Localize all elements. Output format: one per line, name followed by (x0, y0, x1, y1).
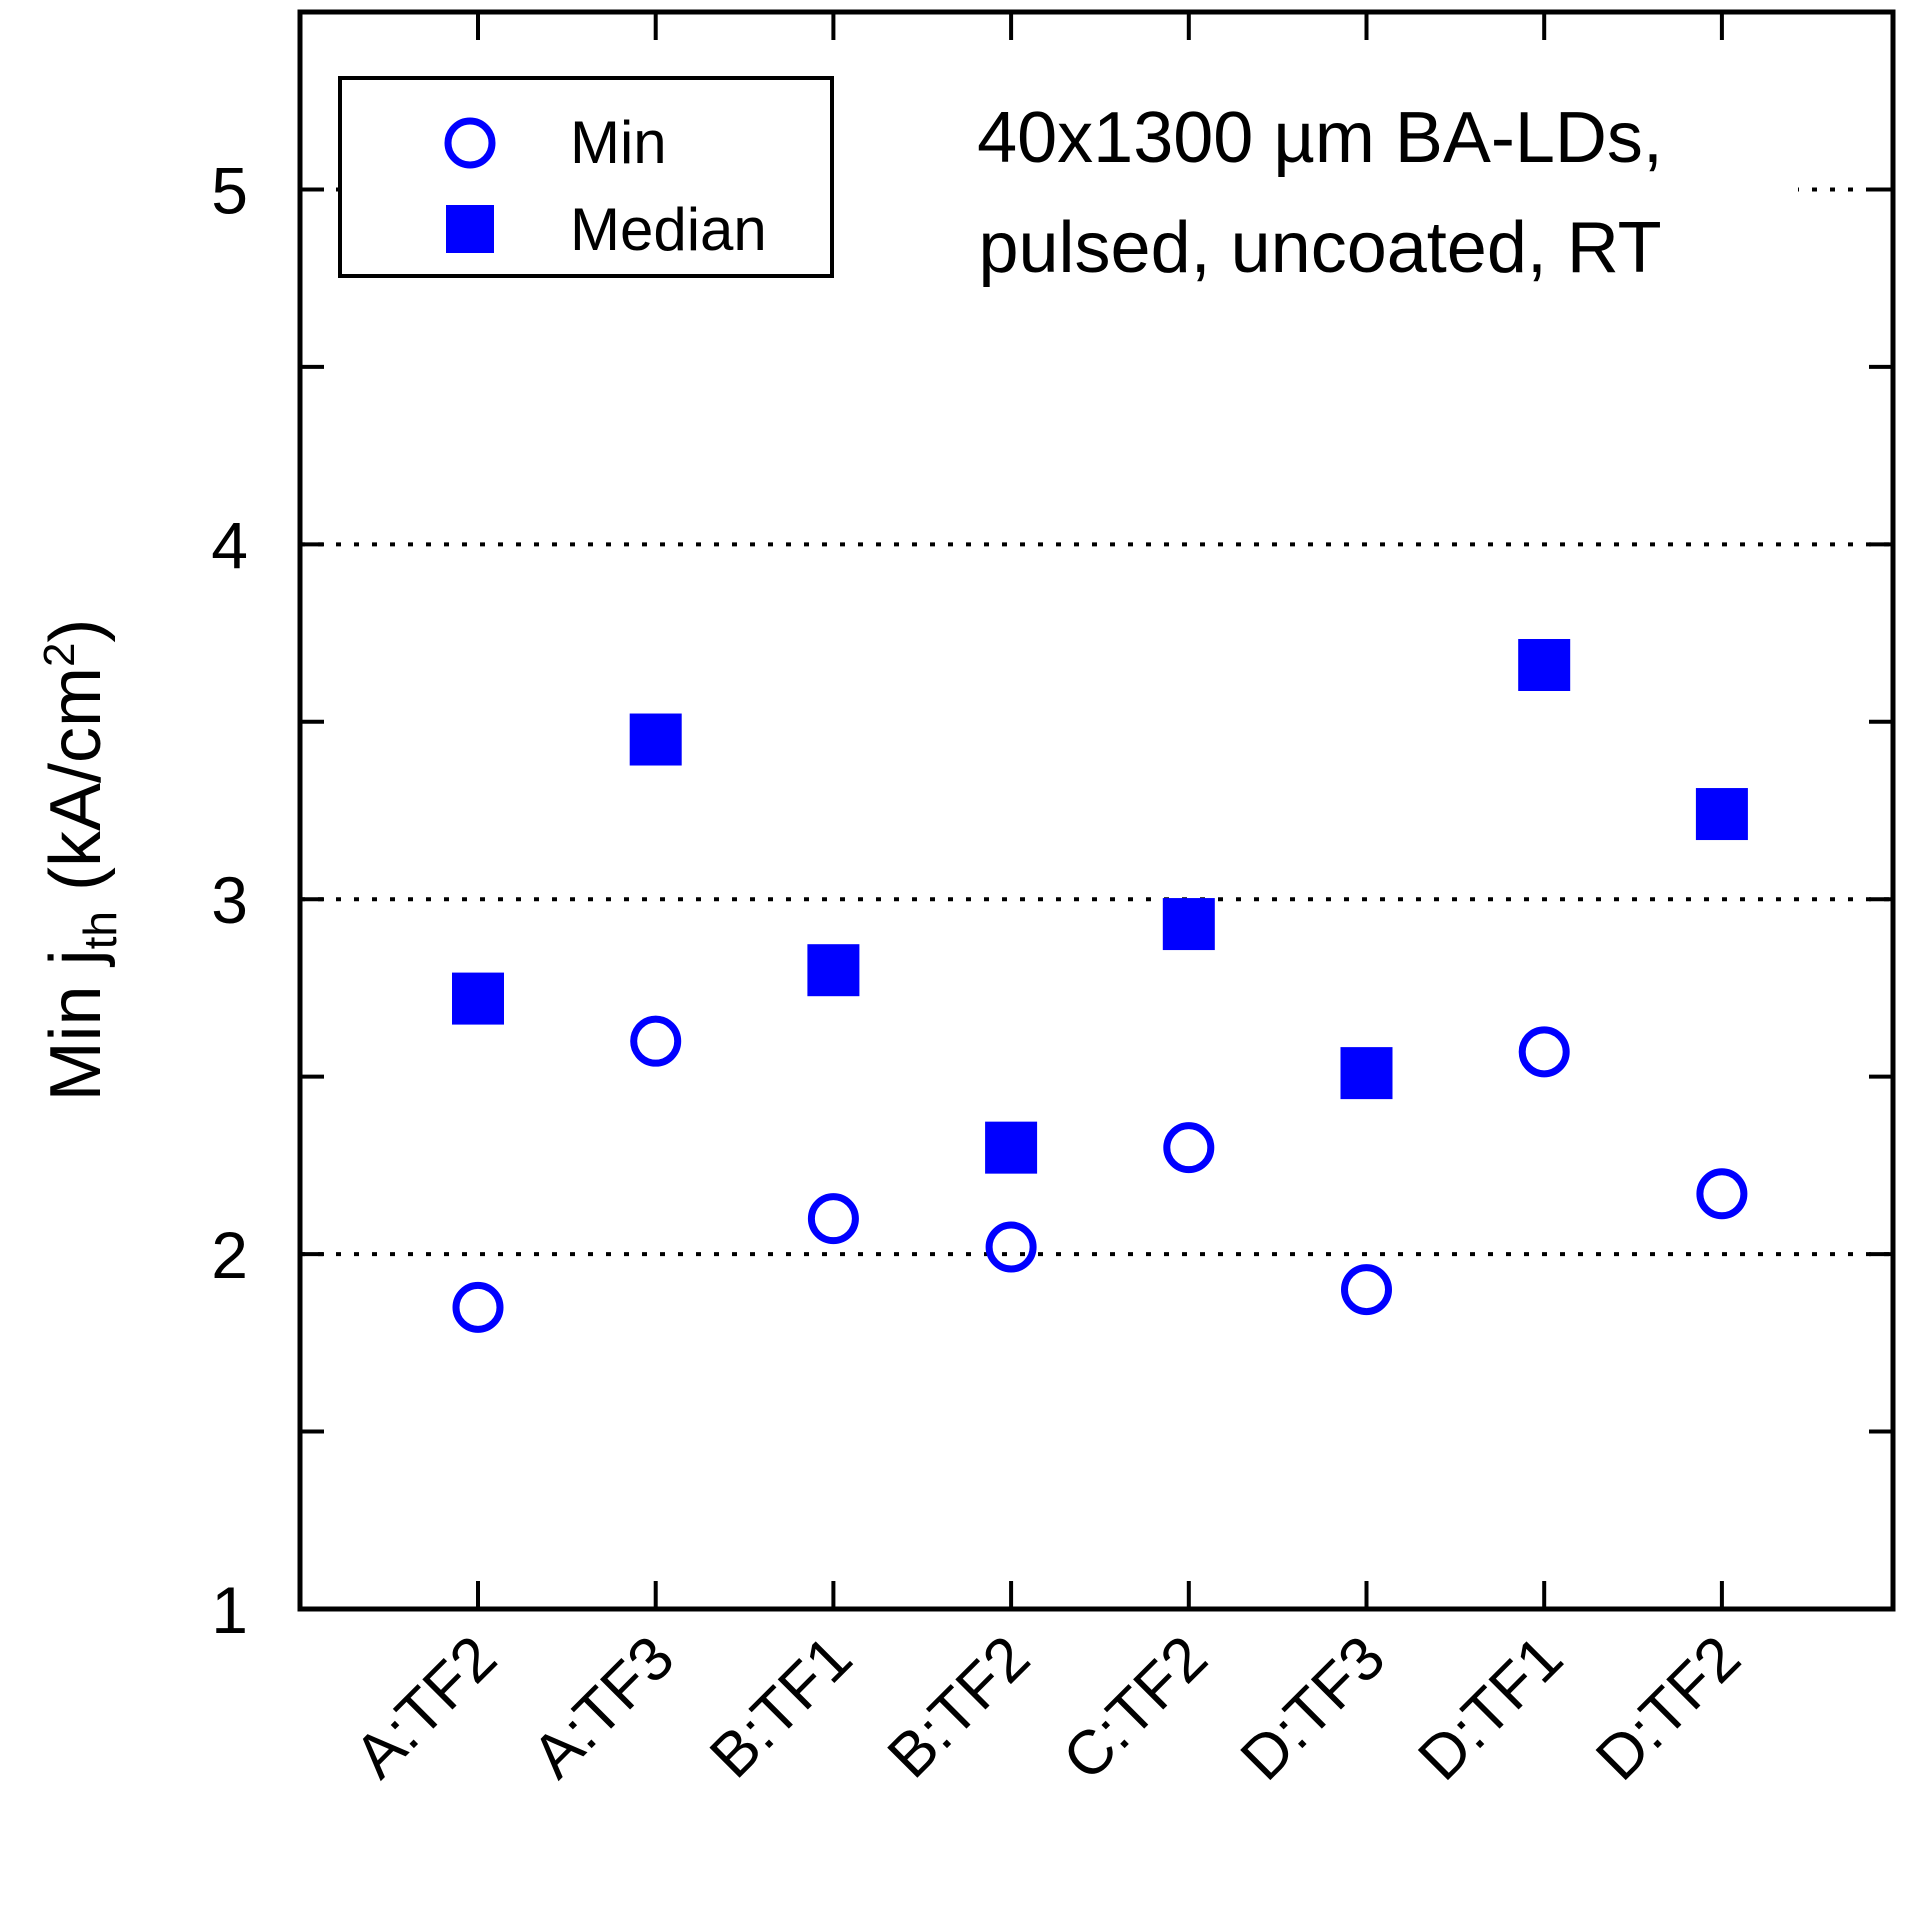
y-tick-labels: 1 2 3 4 5 (211, 153, 248, 1647)
axis-ticks (300, 10, 1893, 1611)
legend-median-marker (446, 205, 494, 253)
x-tick-label: B:TF2 (875, 1623, 1043, 1791)
plot-frame (297, 9, 1896, 1612)
min-point (1341, 1264, 1392, 1316)
y-tick-label: 5 (211, 153, 248, 227)
y-axis-label: Min jth (kA/cm2) (35, 619, 126, 1102)
y-axis-label-subscript: th (74, 911, 126, 949)
x-tick-label: D:TF2 (1583, 1623, 1754, 1794)
median-point (807, 944, 860, 997)
y-axis-label-superscript: 2 (35, 643, 84, 667)
x-tick-label: A:TF2 (342, 1623, 510, 1791)
median-point (1695, 788, 1748, 841)
y-axis-label-main: Min j (36, 949, 116, 1101)
median-point (1340, 1047, 1393, 1100)
y-axis-label-close: ) (36, 619, 116, 643)
legend-median-label: Median (570, 196, 767, 263)
y-axis-label-unit: (kA/cm (36, 667, 116, 911)
x-tick-label: A:TF3 (519, 1623, 687, 1791)
y-tick-label: 3 (211, 863, 248, 937)
annotation-line-2: pulsed, uncoated, RT (978, 208, 1661, 288)
min-point (452, 1281, 504, 1333)
x-tick-label: C:TF2 (1050, 1623, 1221, 1794)
min-point (630, 1015, 682, 1067)
median-point (985, 1121, 1038, 1174)
y-tick-label: 1 (211, 1573, 248, 1647)
x-tick-label: B:TF1 (697, 1623, 865, 1791)
y-tick-label: 2 (211, 1218, 248, 1292)
x-tick-label: D:TF3 (1228, 1623, 1399, 1794)
data-points (452, 638, 1748, 1333)
min-point (807, 1193, 859, 1245)
min-point (1163, 1122, 1215, 1174)
legend-box (338, 76, 834, 278)
grid-lines (300, 187, 1893, 1257)
annotation-background (838, 90, 1798, 300)
annotation-line-1: 40x1300 µm BA-LDs, (977, 98, 1663, 178)
min-point (1518, 1026, 1570, 1078)
median-point (1518, 638, 1571, 691)
legend-min-label: Min (570, 109, 667, 176)
x-tick-label: D:TF1 (1406, 1623, 1577, 1794)
legend: Min Median (338, 76, 834, 278)
median-point (1162, 898, 1215, 951)
min-point (1696, 1168, 1748, 1220)
median-point (452, 972, 504, 1025)
x-tick-labels: A:TF2 A:TF3 B:TF1 B:TF2 C:TF2 D:TF3 D:TF1 D:TF2 (342, 1623, 1754, 1794)
legend-min-marker (444, 117, 496, 169)
median-point (629, 713, 682, 766)
y-tick-label: 4 (211, 508, 248, 582)
min-point (985, 1221, 1037, 1273)
